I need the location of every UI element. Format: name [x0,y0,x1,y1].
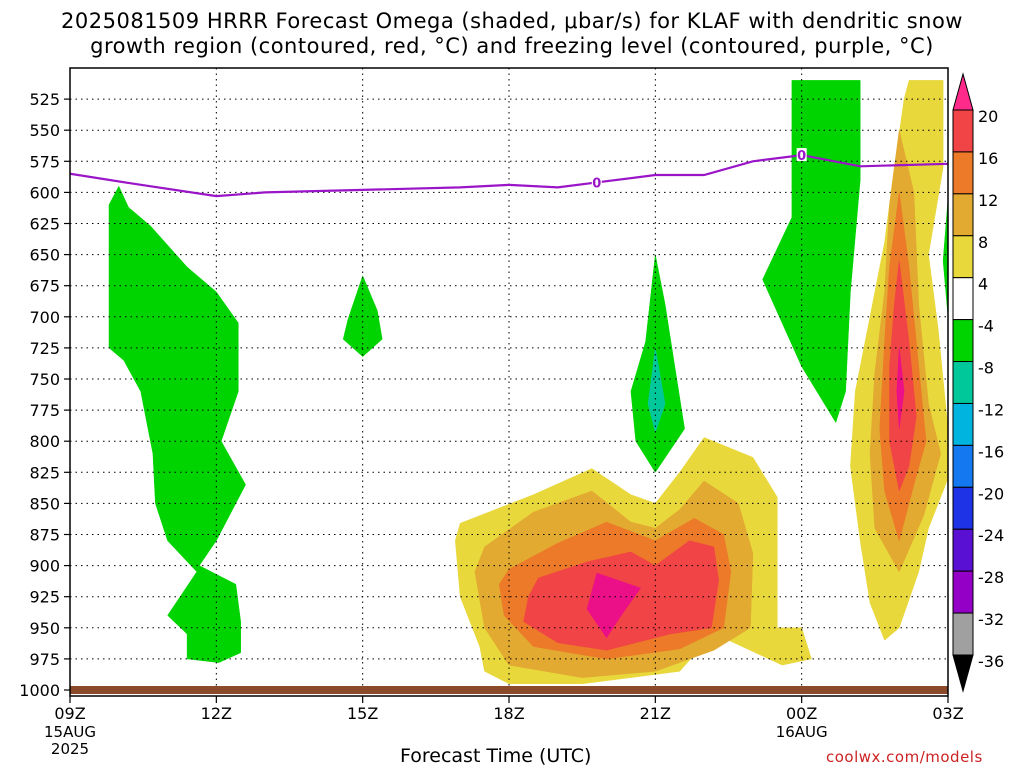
freezing-level-line [70,153,948,198]
colorbar-label: -20 [978,484,1004,503]
x-tick-date-label: 16AUG [776,723,828,741]
colorbar-segment [952,361,974,404]
ground-strip [70,686,948,694]
x-tick-date-label: 2025 [51,740,89,758]
omega-region [108,185,246,663]
colorbar-legend: 20 16 12 8 4 -4 -8 -12 -16 -20 -24 -28 -32 -36 [952,72,1004,693]
colorbar-label: 4 [978,275,988,294]
colorbar-label: -8 [978,359,994,378]
y-tick-label: 950 [29,619,60,638]
colorbar-label: -12 [978,400,1004,419]
colorbar-label: -36 [978,652,1004,671]
colorbar-bottom-arrow [952,654,974,693]
x-tick-label: 12Z [201,704,232,723]
y-tick-label: 525 [29,90,60,109]
y-tick-label: 550 [29,121,60,140]
y-tick-label: 800 [29,432,60,451]
colorbar-label: 16 [978,149,998,168]
omega-shaded-regions [108,80,948,685]
x-axis-title: Forecast Time (UTC) [400,745,592,767]
colorbar-segment [952,444,974,488]
colorbar-segment [952,570,974,614]
colorbar-segment [952,486,974,530]
y-axis-ticks: 525 550 575 600 625 650 675 700 725 750 775 800 825 8… [19,90,70,700]
y-tick-label: 700 [29,308,60,327]
y-tick-label: 675 [29,277,60,296]
colorbar-segment [952,277,974,321]
omega-region [896,347,905,429]
colorbar-segment [952,319,974,363]
y-tick-label: 725 [29,339,60,358]
y-tick-label: 575 [29,152,60,171]
y-tick-label: 925 [29,588,60,607]
y-tick-label: 825 [29,463,60,482]
freezing-contour-label: 0 [797,149,806,164]
y-tick-label: 625 [29,215,60,234]
freezing-contour-label: 0 [592,176,601,191]
y-tick-label: 875 [29,526,60,545]
y-tick-label: 650 [29,246,60,265]
colorbar-segment [952,235,974,279]
colorbar-top-arrow [952,72,974,111]
omega-region [942,198,948,317]
y-tick-label: 900 [29,557,60,576]
colorbar-label: -24 [978,526,1004,545]
contour-label-bg [796,148,807,162]
colorbar-segment [952,612,974,656]
x-tick-label: 15Z [347,704,378,723]
y-tick-label: 1000 [19,681,60,700]
y-tick-label: 775 [29,401,60,420]
omega-region [762,80,861,424]
omega-region [586,572,642,639]
colorbar-label: 12 [978,191,998,210]
x-tick-label: 09Z [54,704,85,723]
colorbar-label: -4 [978,317,994,336]
colorbar-segment [952,193,974,237]
colorbar-segment [952,151,974,195]
omega-region [889,260,917,492]
x-tick-label: 21Z [640,704,671,723]
chart-title-line-1: 2025081509 HRRR Forecast Omega (shaded, … [61,9,963,33]
x-tick-label: 00Z [786,704,817,723]
colorbar-label: 20 [978,107,998,126]
colorbar-segment [952,109,974,153]
colorbar-label: -28 [978,568,1004,587]
source-credit: coolwx.com/models [826,748,983,766]
y-tick-label: 600 [29,183,60,202]
colorbar-label: 8 [978,233,988,252]
dotted-grid [70,68,948,690]
freezing-level-contour: 00 [70,148,948,198]
x-tick-date-label: 15AUG [44,723,96,741]
colorbar-label: -16 [978,442,1004,461]
y-tick-label: 850 [29,494,60,513]
chart-title-line-2: growth region (contoured, red, °C) and f… [90,34,934,58]
x-tick-label: 18Z [493,704,524,723]
x-tick-label: 03Z [932,704,963,723]
colorbar-segment [952,528,974,572]
y-tick-label: 750 [29,370,60,389]
colorbar-label: -32 [978,610,1004,629]
y-tick-label: 975 [29,650,60,669]
contour-label-bg [591,175,602,189]
colorbar-segment [952,402,974,446]
